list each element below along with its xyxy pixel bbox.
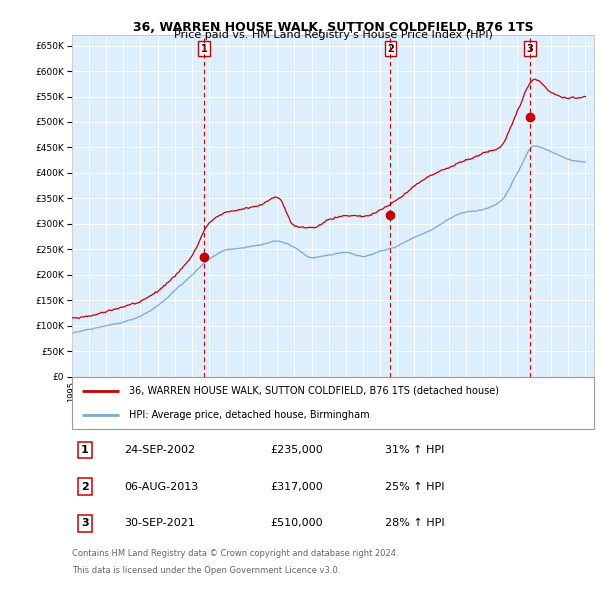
Text: 3: 3 <box>526 44 533 54</box>
Text: £510,000: £510,000 <box>271 519 323 529</box>
Text: 1: 1 <box>81 445 89 455</box>
Text: Contains HM Land Registry data © Crown copyright and database right 2024.: Contains HM Land Registry data © Crown c… <box>72 549 398 558</box>
Text: £317,000: £317,000 <box>271 481 323 491</box>
Text: 30-SEP-2021: 30-SEP-2021 <box>124 519 195 529</box>
Text: 31% ↑ HPI: 31% ↑ HPI <box>385 445 445 455</box>
Text: 24-SEP-2002: 24-SEP-2002 <box>124 445 196 455</box>
Text: HPI: Average price, detached house, Birmingham: HPI: Average price, detached house, Birm… <box>130 410 370 420</box>
Text: 36, WARREN HOUSE WALK, SUTTON COLDFIELD, B76 1TS: 36, WARREN HOUSE WALK, SUTTON COLDFIELD,… <box>133 21 533 34</box>
Text: 28% ↑ HPI: 28% ↑ HPI <box>385 519 445 529</box>
Text: 3: 3 <box>81 519 89 529</box>
Text: 36, WARREN HOUSE WALK, SUTTON COLDFIELD, B76 1TS (detached house): 36, WARREN HOUSE WALK, SUTTON COLDFIELD,… <box>130 386 499 396</box>
Text: Price paid vs. HM Land Registry's House Price Index (HPI): Price paid vs. HM Land Registry's House … <box>173 30 493 40</box>
Text: 25% ↑ HPI: 25% ↑ HPI <box>385 481 445 491</box>
Text: 2: 2 <box>81 481 89 491</box>
Text: 06-AUG-2013: 06-AUG-2013 <box>124 481 199 491</box>
Text: 1: 1 <box>201 44 208 54</box>
Text: This data is licensed under the Open Government Licence v3.0.: This data is licensed under the Open Gov… <box>72 566 340 575</box>
Text: £235,000: £235,000 <box>271 445 323 455</box>
Text: 2: 2 <box>387 44 394 54</box>
